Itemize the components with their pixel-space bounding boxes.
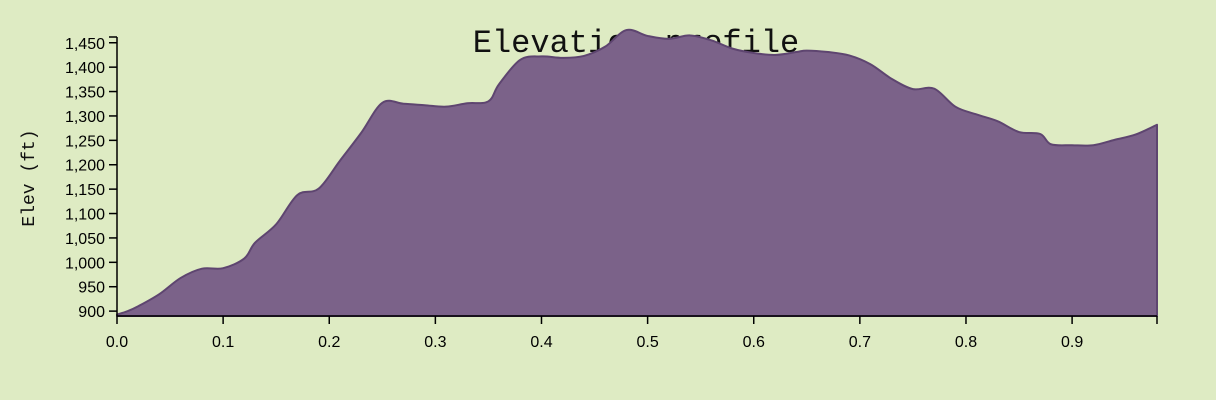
x-tick-label: 0.6 — [743, 334, 765, 351]
elevation-area-series-0 — [116, 28, 1158, 317]
y-tick-label: 1,150 — [65, 182, 105, 199]
y-axis: 900 950 1,000 1,050 1,100 1,150 1,200 1,250 1,30… — [65, 36, 118, 321]
x-tick-label: 0.7 — [849, 334, 871, 351]
x-tick-label: 0.5 — [636, 334, 658, 351]
x-axis: 0.0 0.1 0.2 0.3 0.4 0.5 0.6 0.7 0.8 0.9 — [106, 315, 1158, 351]
y-tick-label: 1,000 — [65, 255, 105, 272]
x-tick-label: 0.0 — [106, 334, 128, 351]
y-tick-label: 1,400 — [65, 60, 105, 77]
y-tick-label: 1,050 — [65, 231, 105, 248]
y-tick-label: 1,250 — [65, 133, 105, 150]
y-tick-label: 1,100 — [65, 207, 105, 224]
x-tick-label: 0.2 — [318, 334, 340, 351]
plot-area — [116, 28, 1158, 317]
y-axis-label: Elev (ft) — [20, 129, 40, 226]
y-tick-label: 1,200 — [65, 158, 105, 175]
y-tick-label: 950 — [78, 280, 105, 297]
y-tick-label: 1,300 — [65, 109, 105, 126]
x-tick-label: 0.8 — [955, 334, 977, 351]
x-tick-label: 0.9 — [1061, 334, 1083, 351]
y-tick-label: 1,350 — [65, 85, 105, 102]
y-tick-label: 900 — [78, 304, 105, 321]
y-tick-label: 1,450 — [65, 36, 105, 53]
x-tick-label: 0.3 — [424, 334, 446, 351]
x-tick-label: 0.4 — [530, 334, 552, 351]
x-tick-label: 0.1 — [212, 334, 234, 351]
